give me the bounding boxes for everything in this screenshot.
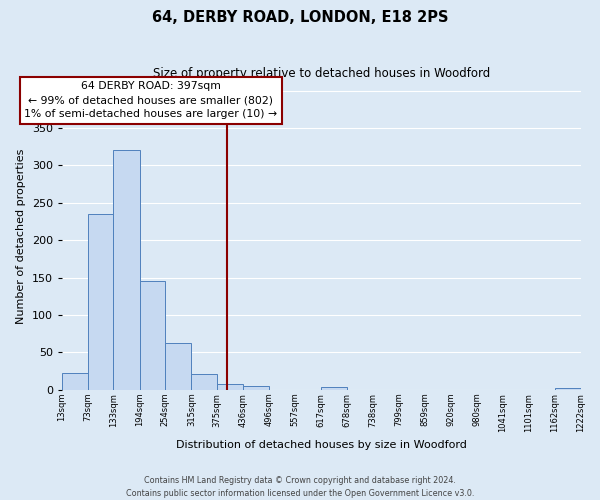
X-axis label: Distribution of detached houses by size in Woodford: Distribution of detached houses by size …: [176, 440, 467, 450]
Title: Size of property relative to detached houses in Woodford: Size of property relative to detached ho…: [152, 68, 490, 80]
Bar: [140, 282, 166, 390]
Bar: [62, 374, 88, 390]
Bar: [166, 342, 191, 390]
Y-axis label: Number of detached properties: Number of detached properties: [16, 149, 26, 324]
Bar: [88, 214, 113, 390]
Bar: [191, 374, 217, 390]
Bar: [555, 388, 581, 390]
Text: 64, DERBY ROAD, LONDON, E18 2PS: 64, DERBY ROAD, LONDON, E18 2PS: [152, 10, 448, 25]
Text: 64 DERBY ROAD: 397sqm
← 99% of detached houses are smaller (802)
1% of semi-deta: 64 DERBY ROAD: 397sqm ← 99% of detached …: [24, 82, 277, 120]
Bar: [321, 387, 347, 390]
Bar: [113, 150, 140, 390]
Bar: [217, 384, 244, 390]
Text: Contains HM Land Registry data © Crown copyright and database right 2024.
Contai: Contains HM Land Registry data © Crown c…: [126, 476, 474, 498]
Bar: [244, 386, 269, 390]
